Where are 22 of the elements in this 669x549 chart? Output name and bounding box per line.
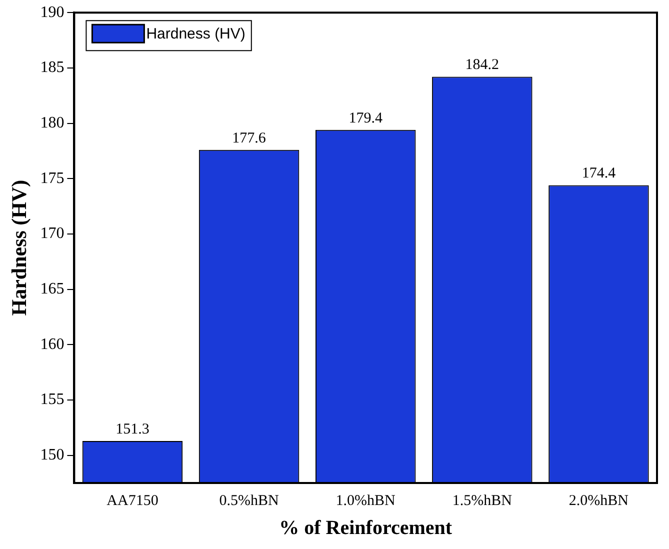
y-tick-label: 180: [40, 114, 64, 132]
data-label: 184.2: [465, 57, 500, 74]
x-tick-label: 0.5%hBN: [219, 492, 279, 509]
y-tick-label: 165: [40, 280, 64, 298]
x-tick-label: 1.0%hBN: [336, 492, 396, 509]
y-tick-label: 185: [40, 59, 64, 76]
y-tick-label: 150: [40, 446, 64, 464]
x-tick-label: AA7150: [106, 492, 158, 509]
legend-label: Hardness (HV): [146, 26, 246, 43]
y-tick-label: 190: [40, 4, 64, 21]
x-tick-label: 2.0%hBN: [568, 492, 629, 509]
data-label: 177.6: [232, 130, 266, 146]
data-label: 151.3: [116, 421, 150, 438]
data-label: 179.4: [348, 110, 383, 126]
x-tick-label: 1.5%hBN: [452, 492, 512, 509]
y-tick-label: 160: [40, 336, 64, 353]
y-axis-title: Hardness (HV): [7, 180, 32, 316]
y-tick-label: 170: [40, 225, 64, 242]
y-tick-label: 155: [40, 391, 64, 408]
data-label: 174.4: [582, 166, 616, 182]
x-axis-title: % of Reinforcement: [279, 517, 452, 540]
y-tick-label: 175: [40, 170, 64, 187]
